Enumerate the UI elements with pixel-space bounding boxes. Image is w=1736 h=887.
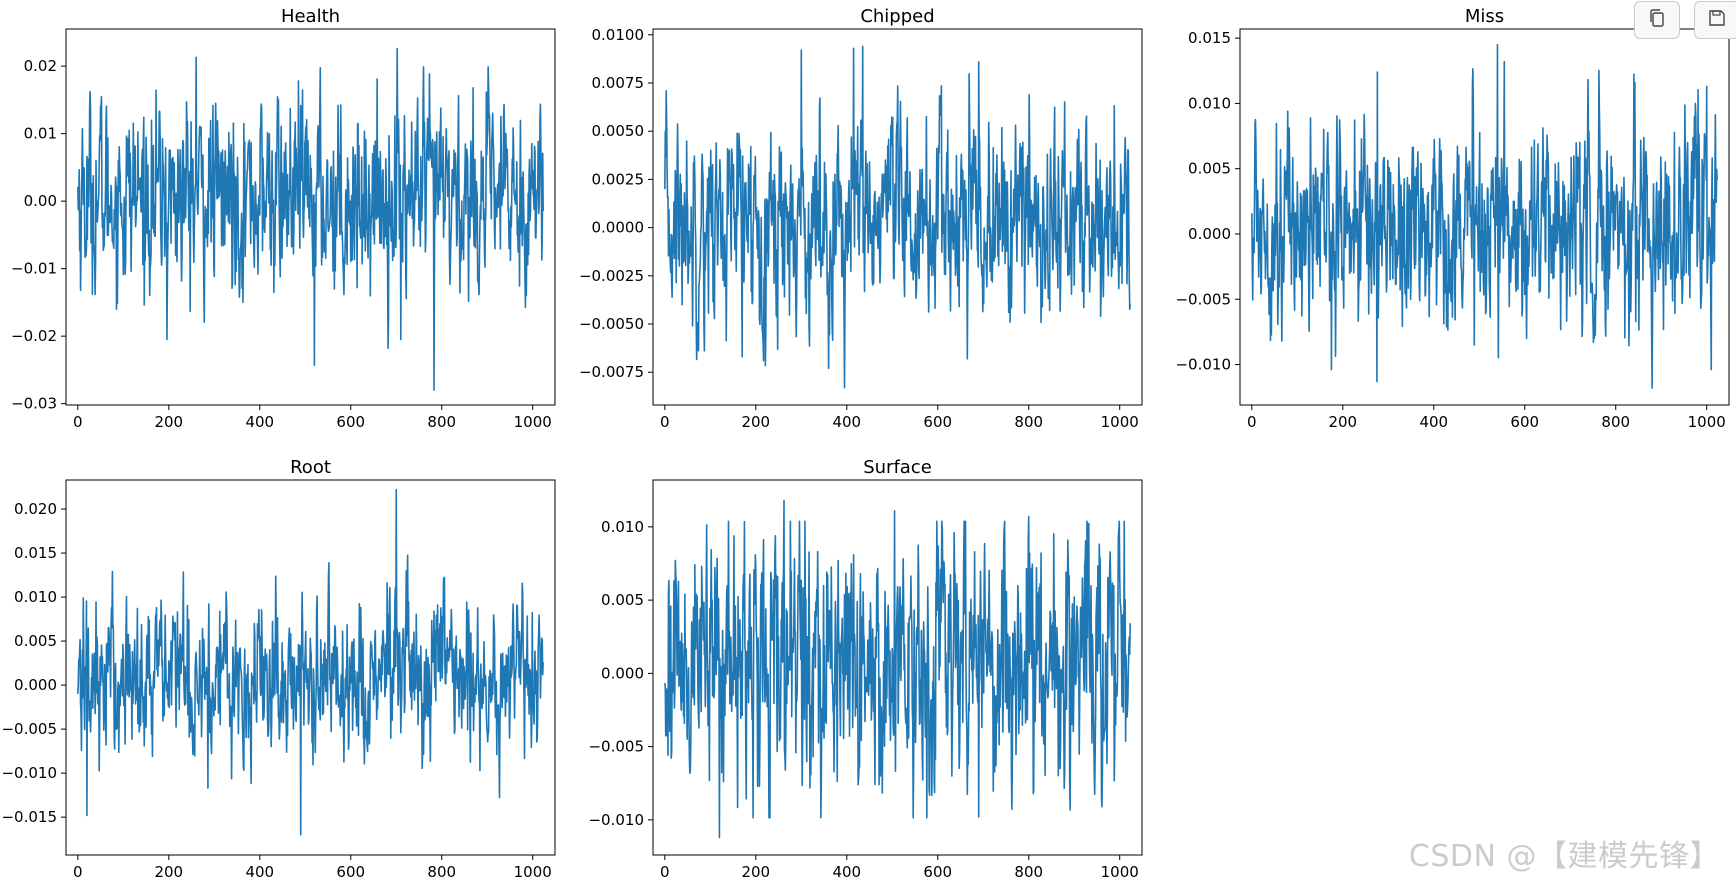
y-tick-label: 0.000	[14, 676, 57, 694]
series-line	[77, 488, 544, 836]
y-tick-label: 0.02	[24, 57, 57, 75]
copy-button[interactable]	[1634, 1, 1680, 39]
save-icon	[1707, 8, 1727, 32]
series-line	[664, 45, 1131, 389]
y-tick-label: −0.010	[1175, 356, 1231, 374]
y-tick-label: 0.01	[24, 125, 57, 143]
y-tick-label: −0.005	[1175, 290, 1231, 308]
y-tick-label: −0.01	[11, 260, 57, 278]
subplot-title: Health	[281, 6, 340, 27]
x-tick-label: 0	[73, 863, 83, 881]
x-tick-label: 1000	[1688, 413, 1726, 431]
y-tick-label: 0.0025	[592, 170, 645, 188]
subplot-surface: Surface 0 200 400 600 800 1000 −0.010 −0.005 0.00…	[588, 457, 1143, 881]
x-tick-label: 0	[1247, 413, 1257, 431]
x-tick-label: 0	[73, 413, 83, 431]
subplot-chipped: Chipped 0 200 400 600 800 1000 −0.0075 −0.0050 −0…	[579, 6, 1143, 431]
x-tick-label: 1000	[1101, 413, 1139, 431]
axes-frame	[1239, 28, 1730, 406]
y-tick-label: −0.0075	[579, 363, 644, 381]
y-tick-label: −0.005	[1, 720, 57, 738]
y-tick-label: 0.0100	[592, 26, 645, 44]
watermark: CSDN @【建模先锋】	[1408, 839, 1720, 874]
x-tick-label: 1000	[514, 863, 552, 881]
y-tick-label: 0.0075	[592, 74, 645, 92]
x-tick-label: 400	[245, 863, 274, 881]
y-tick-label: 0.005	[1188, 160, 1231, 178]
x-tick-label: 200	[154, 863, 183, 881]
x-tick-label: 600	[336, 863, 365, 881]
x-tick-label: 800	[1601, 413, 1630, 431]
copy-icon	[1647, 8, 1667, 32]
y-tick-label: −0.010	[588, 811, 644, 829]
x-tick-label: 1000	[514, 413, 552, 431]
y-tick-label: 0.000	[1188, 225, 1231, 243]
y-tick-label: 0.005	[14, 632, 57, 650]
subplot-title: Root	[290, 457, 331, 478]
subplot-title: Miss	[1465, 6, 1504, 27]
x-tick-label: 800	[1014, 413, 1043, 431]
x-tick-label: 400	[245, 413, 274, 431]
y-tick-label: 0.020	[14, 500, 57, 518]
y-tick-label: 0.005	[601, 591, 644, 609]
y-tick-label: −0.02	[11, 327, 57, 345]
x-tick-label: 400	[832, 863, 861, 881]
series-line	[1251, 43, 1718, 389]
x-tick-label: 600	[923, 863, 952, 881]
series-line	[664, 499, 1131, 839]
y-tick-label: −0.015	[1, 808, 57, 826]
x-tick-label: 800	[427, 863, 456, 881]
x-tick-label: 800	[427, 413, 456, 431]
x-tick-label: 200	[154, 413, 183, 431]
save-button[interactable]	[1694, 1, 1736, 39]
y-tick-label: 0.015	[14, 544, 57, 562]
x-tick-label: 200	[1328, 413, 1357, 431]
y-tick-label: −0.005	[588, 738, 644, 756]
x-tick-label: 1000	[1101, 863, 1139, 881]
y-tick-label: −0.0050	[579, 315, 644, 333]
y-tick-label: 0.010	[1188, 94, 1231, 112]
subplot-root: Root 0 200 400 600 800 1000 −0.015 −0.010 −0.005 0…	[1, 457, 556, 881]
subplot-miss: Miss 0 200 400 600 800 1000 −0.010 −0.005 0.000 0.…	[1175, 6, 1730, 431]
y-tick-label: 0.00	[24, 192, 57, 210]
y-tick-label: 0.000	[601, 664, 644, 682]
x-tick-label: 800	[1014, 863, 1043, 881]
y-tick-label: 0.0050	[592, 122, 645, 140]
x-tick-label: 600	[336, 413, 365, 431]
subplot-title: Surface	[863, 457, 932, 478]
x-tick-label: 400	[1419, 413, 1448, 431]
y-tick-label: 0.015	[1188, 29, 1231, 47]
x-tick-label: 600	[1510, 413, 1539, 431]
y-tick-label: 0.010	[601, 518, 644, 536]
x-tick-label: 200	[741, 413, 770, 431]
axes-frame	[65, 479, 556, 856]
x-tick-label: 0	[660, 413, 670, 431]
y-tick-label: 0.0000	[592, 219, 645, 237]
y-tick-label: −0.0025	[579, 267, 644, 285]
x-tick-label: 600	[923, 413, 952, 431]
y-tick-label: −0.03	[11, 395, 57, 413]
y-tick-label: 0.010	[14, 588, 57, 606]
axes-frame	[652, 28, 1143, 406]
series-line	[77, 47, 544, 391]
x-tick-label: 400	[832, 413, 861, 431]
x-tick-label: 0	[660, 863, 670, 881]
axes-frame	[65, 28, 556, 406]
y-tick-label: −0.010	[1, 764, 57, 782]
x-tick-label: 200	[741, 863, 770, 881]
subplot-title: Chipped	[860, 6, 934, 27]
subplot-health: Health 0 200 400 600 800 1000 −0.03 −0.02 −0.01 0.…	[11, 6, 556, 431]
axes-frame	[652, 479, 1143, 856]
